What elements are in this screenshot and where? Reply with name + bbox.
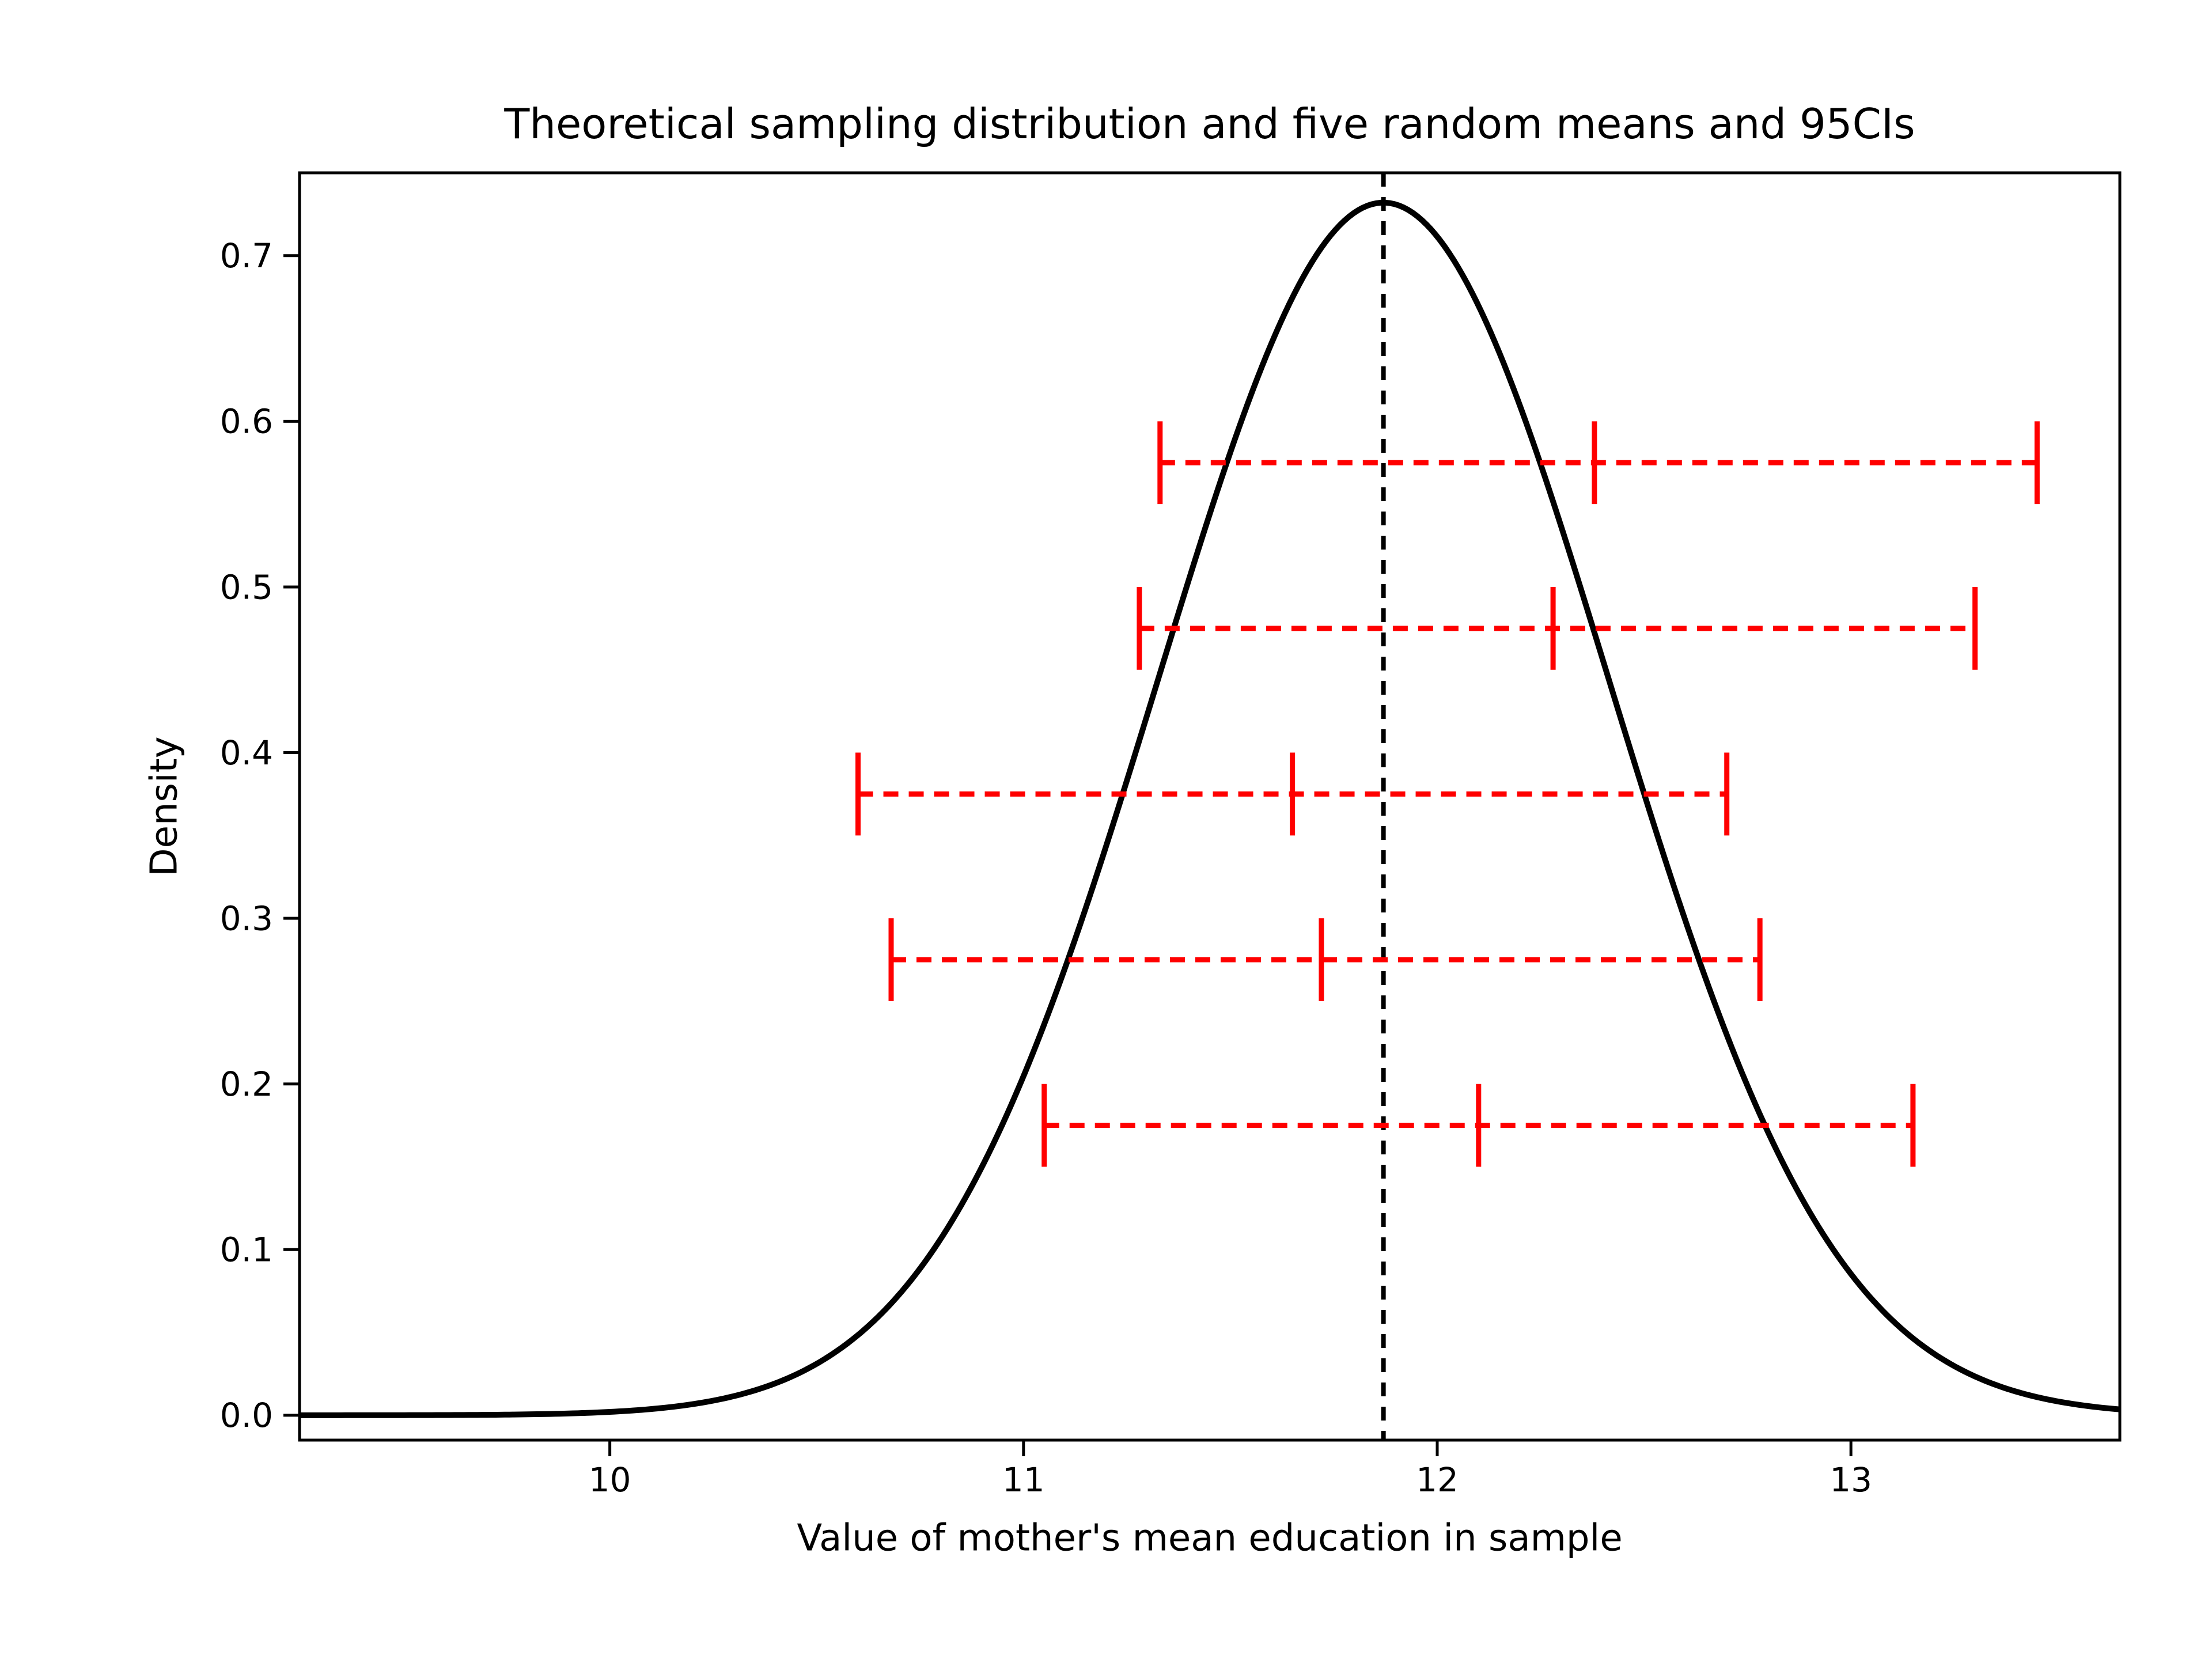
plot-frame [300, 173, 2120, 1440]
y-tick-label: 0.2 [220, 1065, 273, 1104]
y-tick-label: 0.4 [220, 733, 273, 772]
x-tick-label: 10 [589, 1460, 631, 1499]
y-tick-label: 0.5 [220, 567, 273, 607]
chart-title: Theoretical sampling distribution and fi… [503, 100, 1915, 148]
x-tick-label: 11 [1002, 1460, 1045, 1499]
y-tick-label: 0.0 [220, 1396, 273, 1435]
x-axis-label: Value of mother's mean education in samp… [797, 1517, 1622, 1559]
y-axis-label: Density [143, 736, 185, 876]
y-tick-label: 0.6 [220, 402, 273, 441]
density-curve [300, 203, 2120, 1415]
x-tick-label: 12 [1416, 1460, 1459, 1499]
chart-svg: 10 11 12 13 0.0 0.1 0.2 0.3 0.4 0.5 0.6 0.7 Value of… [0, 0, 2212, 1659]
y-tick-label: 0.1 [220, 1230, 273, 1270]
x-tick-label: 13 [1830, 1460, 1872, 1499]
y-tick-label: 0.3 [220, 899, 273, 938]
y-tick-label: 0.7 [220, 236, 273, 275]
chart-container: 10 11 12 13 0.0 0.1 0.2 0.3 0.4 0.5 0.6 0.7 Value of… [0, 0, 2212, 1659]
